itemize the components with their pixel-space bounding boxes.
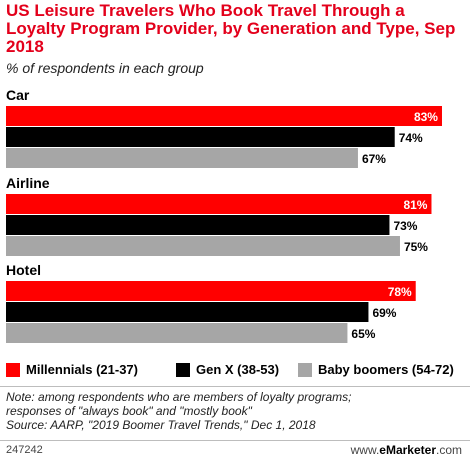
legend-item-genx: Gen X (38-53) [176, 362, 279, 377]
bar-airline-millennials [6, 194, 432, 214]
category-label-car: Car [6, 87, 30, 103]
data-label-car-genx: 74% [399, 131, 423, 145]
legend-swatch-genx [176, 362, 190, 377]
chart-id: 247242 [6, 444, 43, 456]
legend-label-genx: Gen X (38-53) [196, 362, 280, 377]
chart-subtitle: % of respondents in each group [6, 60, 204, 76]
brand-name: eMarketer [379, 443, 436, 457]
bar-airline-genx [6, 215, 390, 235]
note-line-1: Note: among respondents who are members … [6, 390, 352, 404]
data-label-hotel-genx: 69% [372, 306, 396, 320]
legend-item-boomers: Baby boomers (54-72) [298, 362, 454, 377]
brand-logo: www.eMarketer.com [351, 443, 462, 457]
legend-label-boomers: Baby boomers (54-72) [318, 362, 454, 377]
data-label-airline-boomers: 75% [404, 240, 428, 254]
bar-car-genx [6, 127, 395, 147]
chart-title: US Leisure Travelers Who Book Travel Thr… [6, 1, 456, 56]
brand-prefix: www. [350, 443, 380, 457]
legend-swatch-boomers [298, 362, 312, 377]
bar-chart: Car 83% 74% 67% Airline 81% 73% 75% Hotel 78% 69% 6… [6, 87, 442, 343]
note-block: Note: among respondents who are members … [6, 390, 466, 432]
category-label-airline: Airline [6, 175, 50, 191]
bar-hotel-boomers [6, 323, 348, 343]
brand-suffix: .com [435, 443, 462, 457]
bar-car-millennials [6, 106, 442, 126]
legend-item-millennials: Millennials (21-37) [6, 362, 138, 377]
data-label-hotel-millennials: 78% [388, 285, 412, 299]
legend-swatch-millennials [6, 362, 20, 377]
legend: Millennials (21-37) Gen X (38-53) Baby b… [6, 362, 466, 382]
data-label-hotel-boomers: 65% [351, 327, 375, 341]
note-divider [0, 386, 470, 387]
bar-hotel-genx [6, 302, 369, 322]
bar-airline-boomers [6, 236, 400, 256]
legend-label-millennials: Millennials (21-37) [26, 362, 138, 377]
category-label-hotel: Hotel [6, 262, 41, 278]
footer-divider [0, 440, 470, 441]
bar-hotel-millennials [6, 281, 416, 301]
bar-car-boomers [6, 148, 358, 168]
data-label-car-boomers: 67% [362, 152, 386, 166]
note-line-2: responses of "always book" and "mostly b… [6, 404, 252, 418]
source-line: Source: AARP, "2019 Boomer Travel Trends… [6, 418, 316, 432]
data-label-airline-millennials: 81% [403, 198, 427, 212]
data-label-airline-genx: 73% [393, 219, 417, 233]
data-label-car-millennials: 83% [414, 110, 438, 124]
